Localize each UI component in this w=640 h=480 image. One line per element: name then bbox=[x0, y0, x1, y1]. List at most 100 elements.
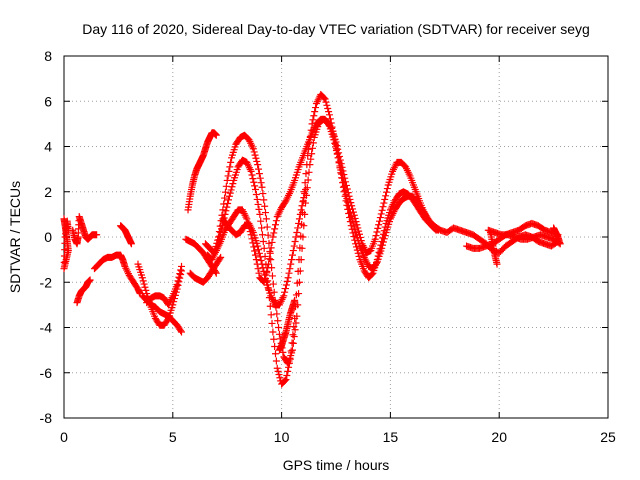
data-point bbox=[216, 255, 224, 263]
y-axis-label: SDTVAR / TECUs bbox=[7, 181, 23, 293]
data-point bbox=[311, 108, 319, 116]
data-series bbox=[486, 228, 501, 268]
data-point bbox=[325, 111, 333, 119]
data-point bbox=[374, 224, 382, 232]
data-point bbox=[288, 339, 296, 347]
data-point bbox=[227, 158, 235, 166]
data-point bbox=[253, 195, 261, 203]
data-point bbox=[274, 367, 282, 375]
data-point bbox=[301, 179, 309, 187]
data-point bbox=[224, 200, 232, 208]
data-point bbox=[293, 228, 301, 236]
data-point bbox=[288, 256, 296, 264]
data-point bbox=[258, 231, 266, 239]
data-point bbox=[285, 363, 293, 371]
data-point bbox=[288, 251, 296, 259]
x-tick-label: 15 bbox=[383, 429, 399, 445]
y-tick-label: -4 bbox=[40, 320, 53, 336]
data-series bbox=[219, 185, 310, 309]
data-point bbox=[381, 195, 389, 203]
y-tick-label: 6 bbox=[44, 93, 52, 109]
data-point bbox=[266, 249, 274, 257]
data-point bbox=[259, 264, 267, 272]
y-tick-label: 0 bbox=[44, 229, 52, 245]
data-point bbox=[254, 161, 262, 169]
data-point bbox=[138, 274, 146, 282]
data-point bbox=[254, 265, 262, 273]
data-point bbox=[255, 249, 263, 257]
data-point bbox=[350, 222, 358, 230]
x-tick-label: 5 bbox=[169, 429, 177, 445]
y-tick-label: -6 bbox=[40, 365, 53, 381]
data-point bbox=[308, 144, 316, 152]
data-point bbox=[269, 280, 277, 288]
data-point bbox=[265, 260, 273, 268]
data-point bbox=[287, 347, 295, 355]
data-point bbox=[252, 190, 260, 198]
data-series bbox=[117, 222, 135, 248]
data-point bbox=[178, 262, 186, 270]
data-point bbox=[325, 121, 333, 129]
x-tick-label: 20 bbox=[491, 429, 507, 445]
axis-ticks: 0 5 10 15 20 25 -8 -6 -4 -2 0 2 4 6 8 bbox=[40, 48, 616, 445]
data-point bbox=[322, 98, 330, 106]
data-series bbox=[69, 213, 101, 248]
y-tick-label: -8 bbox=[40, 410, 53, 426]
data-point bbox=[251, 185, 259, 193]
data-point bbox=[334, 154, 342, 162]
data-point bbox=[312, 104, 320, 112]
data-point bbox=[225, 192, 233, 200]
data-point bbox=[174, 277, 182, 285]
data-point bbox=[175, 273, 183, 281]
data-point bbox=[344, 198, 352, 206]
data-point bbox=[289, 331, 297, 339]
data-point bbox=[250, 178, 258, 186]
data-point bbox=[368, 270, 376, 278]
data-point bbox=[269, 233, 277, 241]
data-point bbox=[323, 101, 331, 109]
data-point bbox=[178, 328, 186, 336]
data-point bbox=[263, 223, 271, 231]
data-point bbox=[252, 154, 260, 162]
data-point bbox=[308, 150, 316, 158]
data-point bbox=[258, 183, 266, 191]
data-point bbox=[221, 194, 229, 202]
data-point bbox=[275, 324, 283, 331]
data-point bbox=[258, 224, 266, 232]
data-point bbox=[60, 252, 68, 260]
data-point bbox=[266, 302, 274, 310]
data-point bbox=[335, 158, 343, 166]
data-point bbox=[342, 190, 350, 198]
data-point bbox=[261, 275, 269, 283]
data-point bbox=[251, 151, 259, 159]
data-point bbox=[297, 232, 305, 240]
data-point bbox=[257, 257, 265, 265]
data-point bbox=[297, 206, 305, 214]
data-point bbox=[349, 219, 357, 227]
data-point bbox=[290, 323, 298, 331]
data-point bbox=[378, 206, 386, 214]
y-tick-label: 4 bbox=[44, 139, 52, 155]
data-point bbox=[372, 259, 380, 267]
data-point bbox=[255, 170, 263, 178]
data-point bbox=[127, 240, 135, 248]
data-point bbox=[221, 210, 229, 218]
data-point bbox=[256, 174, 264, 182]
data-point bbox=[310, 112, 318, 120]
data-point bbox=[272, 357, 280, 365]
data-point bbox=[298, 220, 306, 228]
data-point bbox=[355, 252, 363, 260]
data-point bbox=[292, 291, 300, 299]
data-point bbox=[256, 253, 264, 261]
data-point bbox=[224, 172, 232, 180]
data-point bbox=[351, 225, 359, 233]
data-point bbox=[173, 281, 181, 289]
data-point bbox=[331, 139, 339, 147]
data-point bbox=[381, 232, 389, 240]
data-point bbox=[307, 155, 315, 163]
data-point bbox=[289, 247, 297, 255]
data-point bbox=[285, 269, 293, 277]
data-point bbox=[295, 215, 303, 223]
data-point bbox=[222, 207, 230, 215]
